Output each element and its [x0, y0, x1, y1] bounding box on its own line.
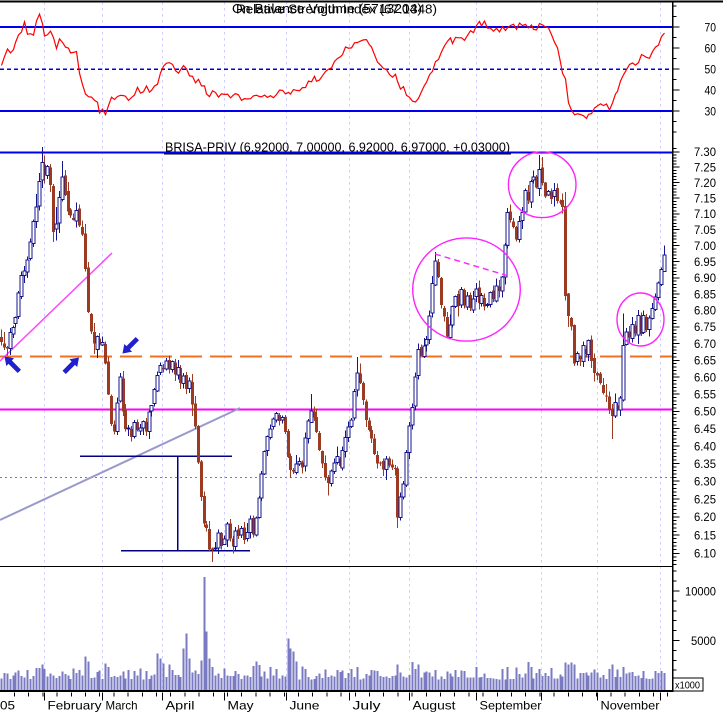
svg-text:05: 05	[0, 699, 15, 713]
svg-text:March: March	[106, 699, 138, 713]
svg-text:7.25: 7.25	[694, 161, 716, 175]
svg-text:6.85: 6.85	[694, 287, 716, 301]
svg-text:6.30: 6.30	[694, 475, 716, 489]
svg-text:Relative Strength Index (67.13: Relative Strength Index (67.1348)	[236, 3, 437, 17]
svg-text:February: February	[48, 699, 102, 713]
svg-text:BRISA-PRIV (6.92000, 7.00000,: BRISA-PRIV (6.92000, 7.00000, 6.92000, 6…	[165, 141, 510, 155]
svg-text:7.00: 7.00	[694, 239, 716, 253]
svg-text:x1000: x1000	[675, 680, 700, 692]
svg-text:6.60: 6.60	[694, 371, 716, 385]
svg-text:6.25: 6.25	[694, 492, 716, 506]
svg-text:6.70: 6.70	[694, 337, 716, 351]
svg-text:40: 40	[705, 83, 717, 97]
svg-text:6.50: 6.50	[694, 405, 716, 419]
svg-text:6.10: 6.10	[694, 547, 716, 561]
svg-text:6.55: 6.55	[694, 388, 716, 402]
svg-text:7.20: 7.20	[694, 176, 716, 190]
svg-text:May: May	[228, 699, 254, 713]
svg-text:10000: 10000	[685, 584, 716, 598]
svg-text:7.10: 7.10	[694, 207, 716, 221]
svg-text:7.30: 7.30	[694, 145, 716, 159]
svg-text:September: September	[480, 699, 542, 713]
svg-text:50: 50	[705, 62, 717, 76]
svg-text:November: November	[601, 699, 660, 713]
svg-text:6.90: 6.90	[694, 271, 716, 285]
svg-text:June: June	[290, 699, 320, 713]
svg-text:6.40: 6.40	[694, 439, 716, 453]
svg-text:30: 30	[705, 104, 717, 118]
svg-text:6.45: 6.45	[694, 422, 716, 436]
svg-text:60: 60	[705, 41, 717, 55]
svg-text:On Balance Volume (5713204): On Balance Volume (5713204)	[232, 2, 422, 16]
svg-text:5000: 5000	[691, 634, 716, 648]
svg-text:6.65: 6.65	[694, 354, 716, 368]
svg-text:6.35: 6.35	[694, 457, 716, 471]
svg-text:70: 70	[705, 20, 717, 34]
svg-text:7.15: 7.15	[694, 192, 716, 206]
svg-text:July: July	[353, 699, 381, 713]
svg-text:6.20: 6.20	[694, 510, 716, 524]
svg-text:April: April	[166, 699, 195, 713]
svg-text:6.15: 6.15	[694, 528, 716, 542]
svg-text:6.95: 6.95	[694, 255, 716, 269]
svg-text:7.05: 7.05	[694, 223, 716, 237]
svg-text:6.80: 6.80	[694, 304, 716, 318]
svg-text:6.75: 6.75	[694, 320, 716, 334]
svg-text:August: August	[413, 699, 457, 713]
